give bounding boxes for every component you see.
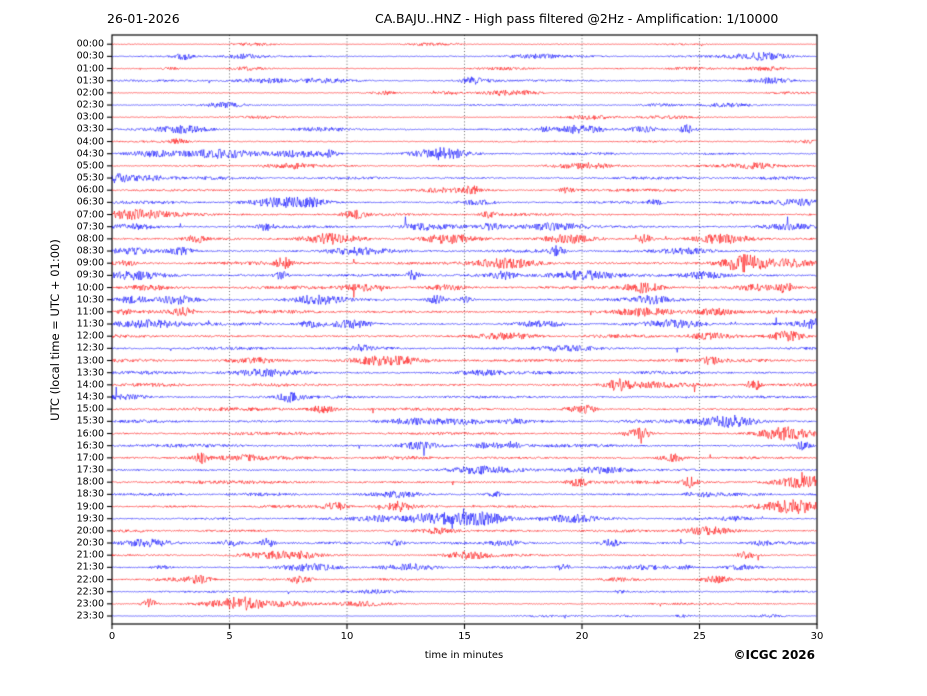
time-tick-label: 20:00 xyxy=(76,525,104,537)
x-tick-label: 5 xyxy=(226,631,233,642)
time-tick-label: 06:00 xyxy=(76,184,104,196)
time-tick-label: 05:00 xyxy=(76,160,104,172)
time-tick-label: 02:30 xyxy=(76,99,104,111)
time-tick-label: 13:00 xyxy=(76,354,104,366)
time-tick-label: 09:00 xyxy=(76,257,104,269)
time-tick-label: 15:30 xyxy=(76,415,104,427)
time-tick-label: 03:30 xyxy=(76,123,104,135)
time-tick-label: 18:00 xyxy=(76,476,104,488)
time-tick-label: 14:00 xyxy=(76,379,104,391)
time-tick-label: 00:00 xyxy=(76,38,104,50)
time-tick-label: 12:30 xyxy=(76,342,104,354)
time-tick-label: 11:00 xyxy=(76,306,104,318)
x-tick-label: 15 xyxy=(458,631,471,642)
time-tick-label: 08:30 xyxy=(76,245,104,257)
time-tick-label: 12:00 xyxy=(76,330,104,342)
time-tick-label: 21:30 xyxy=(76,561,104,573)
time-tick-label: 15:00 xyxy=(76,403,104,415)
time-tick-label: 16:30 xyxy=(76,439,104,451)
time-tick-label: 22:30 xyxy=(76,585,104,597)
time-tick-label: 04:30 xyxy=(76,147,104,159)
time-tick-label: 19:00 xyxy=(76,500,104,512)
plot-date: 26-01-2026 xyxy=(107,11,180,26)
copyright-text: ©ICGC 2026 xyxy=(733,648,815,662)
time-tick-label: 17:30 xyxy=(76,464,104,476)
time-tick-label: 20:30 xyxy=(76,537,104,549)
time-tick-label: 10:00 xyxy=(76,281,104,293)
time-tick-label: 10:30 xyxy=(76,293,104,305)
time-tick-label: 23:00 xyxy=(76,598,104,610)
time-tick-label: 22:00 xyxy=(76,573,104,585)
time-tick-label: 09:30 xyxy=(76,269,104,281)
time-tick-label: 01:30 xyxy=(76,74,104,86)
time-tick-label: 00:30 xyxy=(76,50,104,62)
time-tick-label: 18:30 xyxy=(76,488,104,500)
time-tick-label: 04:00 xyxy=(76,135,104,147)
time-tick-label: 17:00 xyxy=(76,452,104,464)
time-tick-label: 02:00 xyxy=(76,87,104,99)
time-tick-label: 21:00 xyxy=(76,549,104,561)
time-tick-label: 13:30 xyxy=(76,366,104,378)
time-tick-label: 16:00 xyxy=(76,427,104,439)
time-tick-label: 07:00 xyxy=(76,208,104,220)
time-tick-label: 23:30 xyxy=(76,610,104,622)
x-tick-label: 10 xyxy=(340,631,354,642)
time-tick-label: 01:00 xyxy=(76,62,104,74)
time-tick-label: 07:30 xyxy=(76,220,104,232)
time-tick-label: 03:00 xyxy=(76,111,104,123)
plot-title: CA.BAJU..HNZ - High pass filtered @2Hz -… xyxy=(375,11,779,26)
time-tick-label: 05:30 xyxy=(76,172,104,184)
time-tick-label: 14:30 xyxy=(76,391,104,403)
x-tick-label: 30 xyxy=(810,631,824,642)
x-tick-label: 20 xyxy=(575,631,589,642)
x-tick-label: 25 xyxy=(693,631,706,642)
time-tick-label: 11:30 xyxy=(76,318,104,330)
x-axis-label: time in minutes xyxy=(424,650,504,661)
time-tick-label: 08:00 xyxy=(76,233,104,245)
time-tick-label: 06:30 xyxy=(76,196,104,208)
time-tick-label: 19:30 xyxy=(76,512,104,524)
x-tick-label: 0 xyxy=(108,631,116,642)
